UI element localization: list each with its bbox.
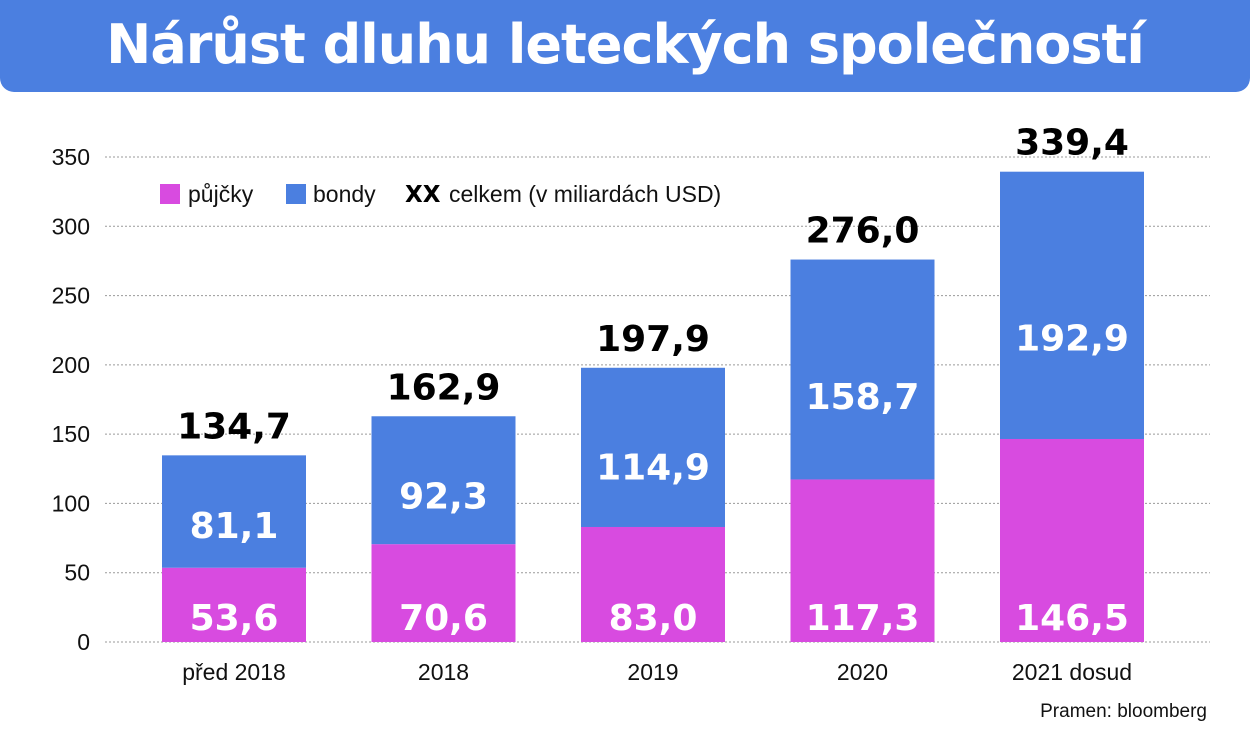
legend-total-marker: XX [405,182,441,208]
bar-půjčky [581,526,725,642]
legend-total-text: celkem (v miliardách USD) [449,181,721,207]
bar-bondy [1000,171,1144,439]
bar-value-label: 117,3 [806,598,920,639]
bar-půjčky [371,544,516,642]
y-tick-label: 150 [52,421,90,447]
bar-value-label: 192,9 [1015,318,1129,359]
x-tick-label: 2019 [627,659,678,685]
bar-value-label: 81,1 [190,506,279,547]
source-note: Pramen: bloomberg [1040,701,1207,722]
y-tick-label: 100 [52,490,90,516]
bar-bondy [162,455,306,568]
x-tick-label: 2018 [418,659,469,685]
x-tick-label: před 2018 [182,659,286,685]
y-tick-label: 250 [52,283,90,309]
x-axis: před 2018 2018 2019 2020 2021 dosud [182,659,1132,685]
legend-swatch-pujcky [160,184,180,204]
bar-value-label: 83,0 [609,598,698,639]
bar-půjčky [790,479,935,642]
x-tick-label: 2020 [837,659,888,685]
bar-value-label: 114,9 [596,447,710,488]
y-axis: 0 50 100 150 200 250 300 350 [52,144,90,655]
bar-bondy [371,416,516,545]
legend-swatch-bondy [286,184,306,204]
y-tick-label: 200 [52,352,90,378]
bar-bondy [790,259,935,480]
y-tick-label: 0 [77,629,90,655]
bar-půjčky [162,567,306,642]
bar-půjčky [1000,438,1144,642]
legend: půjčky bondy XX celkem (v miliardách USD) [160,181,721,208]
total-label: 276,0 [806,211,920,252]
y-tick-label: 350 [52,144,90,170]
total-label: 134,7 [177,406,291,447]
bar-value-label: 146,5 [1015,598,1129,639]
bar-value-label: 70,6 [399,598,488,639]
data-labels: 53,6 81,1 134,7 70,6 92,3 162,9 83,0 114,9 197,9… [177,123,1129,639]
bar-value-label: 92,3 [399,477,488,518]
legend-label-pujcky: půjčky [188,181,254,207]
chart-title: Nárůst dluhu leteckých společností [106,13,1145,76]
y-tick-label: 50 [64,560,90,586]
bars [162,171,1144,642]
bar-value-label: 158,7 [806,377,920,418]
total-label: 339,4 [1015,123,1129,164]
total-label: 162,9 [387,367,501,408]
title-banner [0,0,1250,92]
y-tick-label: 300 [52,213,90,239]
x-tick-label: 2021 dosud [1012,659,1132,685]
bar-bondy [581,367,725,527]
bar-value-label: 53,6 [190,598,279,639]
total-label: 197,9 [596,319,710,360]
legend-label-bondy: bondy [313,181,376,207]
